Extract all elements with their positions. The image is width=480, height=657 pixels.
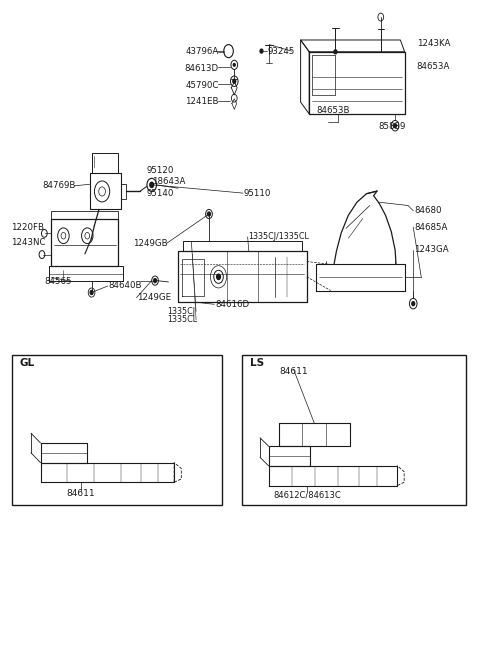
Text: 84613D: 84613D xyxy=(184,64,218,73)
Text: 1249GE: 1249GE xyxy=(137,293,171,302)
Text: 85839: 85839 xyxy=(378,122,406,131)
Text: 84653A: 84653A xyxy=(417,62,450,72)
Text: 1335CL: 1335CL xyxy=(168,315,198,325)
Circle shape xyxy=(260,49,263,53)
Text: 84612C/84613C: 84612C/84613C xyxy=(274,490,341,499)
Bar xyxy=(12,355,222,505)
Text: 43796A: 43796A xyxy=(185,47,218,57)
Circle shape xyxy=(394,124,396,127)
Circle shape xyxy=(334,50,337,54)
Text: 84680: 84680 xyxy=(414,206,442,215)
Text: 84685A: 84685A xyxy=(414,223,447,232)
Circle shape xyxy=(412,302,415,306)
Text: 84611: 84611 xyxy=(66,489,95,498)
Text: 84565: 84565 xyxy=(44,277,72,286)
Text: 1249GB: 1249GB xyxy=(133,239,168,248)
Text: 1241EB: 1241EB xyxy=(185,97,218,106)
Circle shape xyxy=(150,182,154,187)
Text: 1243NC: 1243NC xyxy=(11,238,46,246)
Circle shape xyxy=(207,212,210,216)
Text: 18643A: 18643A xyxy=(152,177,186,187)
Text: 1335CJ/1335CL: 1335CJ/1335CL xyxy=(249,233,310,241)
Text: 84769B: 84769B xyxy=(42,181,75,191)
Text: 84616D: 84616D xyxy=(215,300,249,309)
Text: 1335CJ: 1335CJ xyxy=(168,307,195,316)
Circle shape xyxy=(233,79,236,83)
Text: GL: GL xyxy=(19,357,34,367)
Bar xyxy=(242,355,466,505)
Text: 84640B: 84640B xyxy=(109,281,142,290)
Text: 1243KA: 1243KA xyxy=(417,39,450,49)
Text: 45790C: 45790C xyxy=(185,81,218,89)
Text: 93245: 93245 xyxy=(268,47,295,57)
Text: 84611: 84611 xyxy=(279,367,308,376)
Circle shape xyxy=(233,64,235,66)
Text: 95110: 95110 xyxy=(244,189,271,198)
Text: LS: LS xyxy=(250,357,264,367)
Circle shape xyxy=(154,279,156,283)
Text: 84653B: 84653B xyxy=(316,106,350,115)
Circle shape xyxy=(216,274,220,279)
Circle shape xyxy=(90,290,93,294)
Text: 95140: 95140 xyxy=(147,189,174,198)
Text: 1220FB: 1220FB xyxy=(11,223,44,232)
Text: 1243GA: 1243GA xyxy=(414,246,449,254)
Text: 95120: 95120 xyxy=(147,166,174,175)
